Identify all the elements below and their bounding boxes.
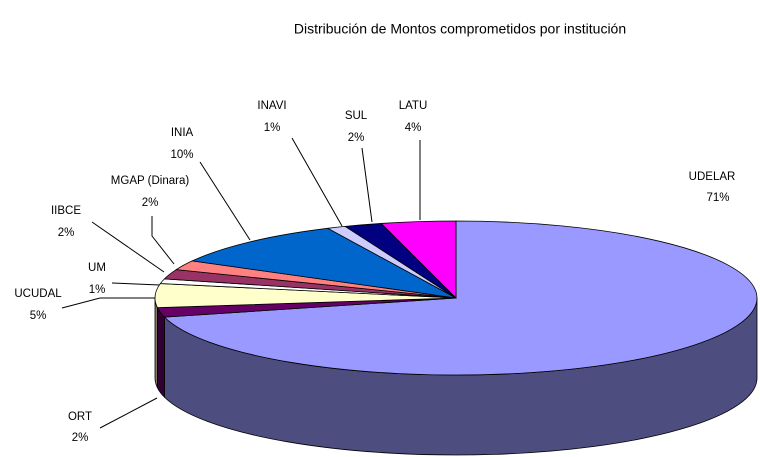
slice-label: LATU bbox=[399, 100, 428, 112]
slice-value-label: 4% bbox=[405, 122, 422, 134]
slice-label: INIA bbox=[171, 127, 194, 139]
leader-line bbox=[91, 221, 165, 273]
slice-value-label: 2% bbox=[348, 132, 365, 144]
slice-label: UDELAR bbox=[689, 171, 736, 183]
slice-side bbox=[154, 297, 158, 388]
slice-label: UCUDAL bbox=[14, 288, 62, 300]
slice-value-label: 2% bbox=[142, 197, 159, 209]
slice-label: MGAP (Dinara) bbox=[111, 175, 190, 187]
slice-value-label: 71% bbox=[706, 192, 729, 204]
slice-label: INAVI bbox=[257, 100, 286, 112]
slice-value-label: 1% bbox=[89, 284, 106, 296]
slice-label: ORT bbox=[68, 411, 92, 423]
leader-line bbox=[361, 147, 373, 223]
slice-value-label: 1% bbox=[264, 122, 281, 134]
slice-side bbox=[156, 307, 165, 399]
leader-line bbox=[199, 161, 251, 241]
slice-value-label: 2% bbox=[72, 432, 89, 444]
leader-lines bbox=[61, 137, 421, 429]
leader-line bbox=[111, 282, 161, 286]
slice bbox=[190, 227, 457, 299]
slice-label: IIBCE bbox=[51, 205, 81, 217]
chart-title: Distribución de Montos comprometidos por… bbox=[294, 21, 626, 37]
slice-label: SUL bbox=[345, 110, 368, 122]
leader-line bbox=[61, 297, 158, 309]
leader-line bbox=[291, 137, 343, 227]
leader-line bbox=[151, 216, 175, 265]
slice bbox=[163, 220, 758, 376]
slice-value-label: 5% bbox=[30, 310, 47, 322]
slice bbox=[380, 220, 457, 299]
slice-value-label: 10% bbox=[170, 149, 193, 161]
slice-value-label: 2% bbox=[58, 227, 75, 239]
slice-label: UM bbox=[88, 262, 106, 274]
leader-line bbox=[99, 397, 158, 429]
